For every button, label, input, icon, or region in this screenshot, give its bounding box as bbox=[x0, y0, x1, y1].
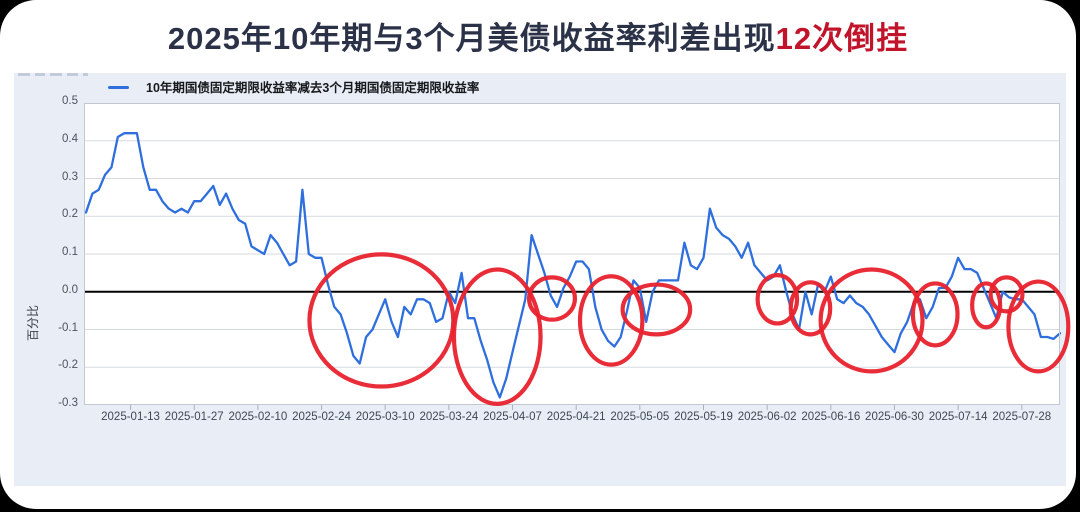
y-tick-label: 0.2 bbox=[62, 208, 78, 221]
page-title: 2025年10年期与3个月美债收益率利差出现12次倒挂 bbox=[0, 13, 1076, 58]
x-tick-label: 2025-02-24 bbox=[292, 411, 351, 423]
y-tick-label: -0.3 bbox=[58, 397, 78, 409]
inversion-circle bbox=[818, 267, 925, 374]
inversion-circle bbox=[526, 275, 578, 322]
x-tick-label: 2025-07-28 bbox=[992, 411, 1052, 423]
inversion-circle bbox=[910, 281, 960, 348]
wave-swirl-icon bbox=[463, 508, 519, 509]
inversion-circle bbox=[1006, 279, 1071, 374]
y-tick-label: 0.4 bbox=[62, 132, 78, 145]
y-tick-label: 0.5 bbox=[62, 95, 78, 107]
legend-line-swatch bbox=[108, 85, 129, 90]
x-tick-label: 2025-02-10 bbox=[228, 411, 288, 423]
x-tick-label: 2025-05-19 bbox=[674, 411, 733, 423]
y-tick-label: -0.2 bbox=[58, 359, 78, 372]
x-tick-label: 2025-01-13 bbox=[101, 411, 160, 423]
inversion-circle bbox=[620, 282, 693, 337]
inversion-circle bbox=[988, 275, 1025, 314]
x-tick-label: 2025-05-05 bbox=[610, 411, 670, 423]
y-tick-label: 0.3 bbox=[62, 170, 78, 183]
chart-panel: 10年期国债固定期限收益率减去3个月期国债固定期限收益率 百分比 0.5 0.4 0… bbox=[14, 73, 1071, 486]
title-highlight: 12次倒挂 bbox=[775, 21, 909, 56]
inversion-circle bbox=[755, 273, 800, 326]
inversion-circle bbox=[970, 281, 1003, 330]
y-tick-label: 0.1 bbox=[62, 246, 78, 258]
y-tick-label: -0.1 bbox=[58, 321, 78, 334]
x-tick-label: 2025-07-14 bbox=[928, 411, 988, 423]
brand-logo: 玉渊谭天 bbox=[463, 504, 724, 509]
x-tick-label: 2025-04-21 bbox=[546, 411, 606, 423]
inversion-circle bbox=[451, 267, 543, 406]
chart-legend: 10年期国债固定期限收益率减去3个月期国债固定期限收益率 bbox=[108, 77, 479, 96]
spread-line-chart bbox=[84, 103, 1071, 410]
x-tick-label: 2025-03-24 bbox=[419, 411, 479, 423]
clipped-text-artifact bbox=[18, 73, 88, 77]
y-tick-label: 0.0 bbox=[62, 283, 78, 296]
inversion-circle bbox=[788, 280, 833, 337]
legend-label: 10年期国债固定期限收益率减去3个月期国债固定期限收益率 bbox=[146, 81, 480, 95]
x-tick-label: 2025-03-10 bbox=[355, 411, 415, 423]
inversion-circle bbox=[577, 274, 645, 367]
x-tick-label: 2025-06-16 bbox=[801, 411, 861, 423]
x-tick-label: 2025-06-30 bbox=[865, 411, 924, 423]
logo-text: 玉渊谭天 bbox=[526, 504, 726, 509]
x-tick-label: 2025-06-02 bbox=[737, 411, 797, 423]
page-title-text: 2025年10年期与3个月美债收益率利差出现 bbox=[167, 21, 776, 56]
x-tick-label: 2025-01-27 bbox=[164, 411, 224, 423]
x-tick-label: 2025-04-07 bbox=[483, 411, 542, 423]
